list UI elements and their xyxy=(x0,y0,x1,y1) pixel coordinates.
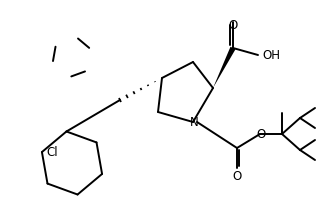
Text: Cl: Cl xyxy=(46,146,58,159)
Text: OH: OH xyxy=(262,48,280,62)
Text: O: O xyxy=(232,170,242,183)
Text: N: N xyxy=(190,116,198,128)
Text: O: O xyxy=(256,128,266,141)
Text: O: O xyxy=(228,19,238,32)
Polygon shape xyxy=(213,47,235,88)
